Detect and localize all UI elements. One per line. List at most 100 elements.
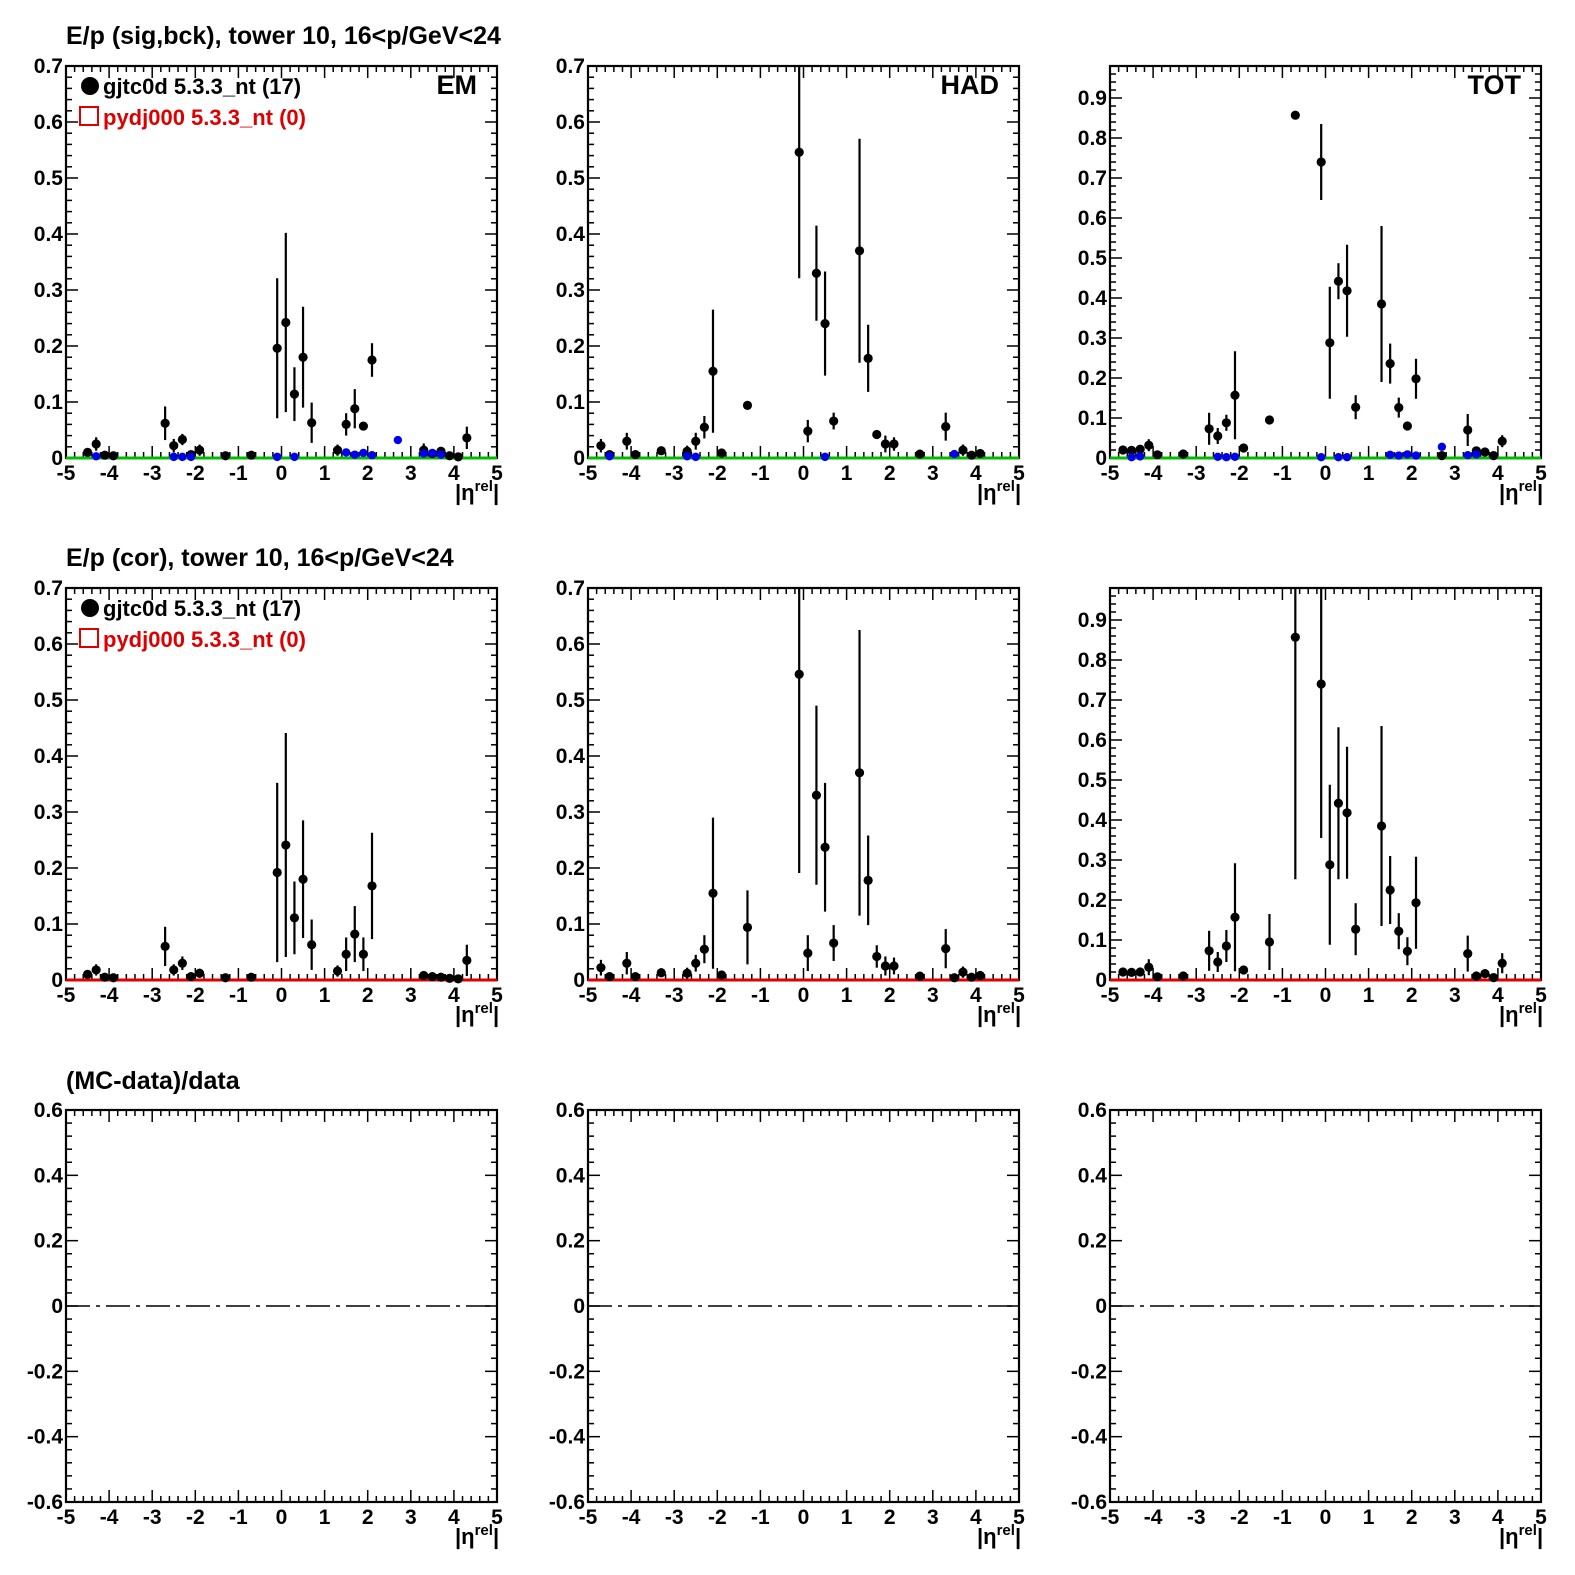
data-point	[975, 448, 985, 459]
data-point	[803, 426, 813, 436]
y-tick-label: 0.1	[1078, 407, 1108, 430]
x-tick-label: -2	[186, 984, 205, 1007]
data-point	[195, 968, 205, 978]
background-point	[820, 452, 830, 462]
data-point	[436, 972, 446, 982]
data-point	[367, 881, 377, 891]
y-tick-label: 0.5	[1078, 247, 1108, 270]
data-point	[863, 353, 873, 363]
x-tick-label: -5	[57, 462, 76, 485]
x-tick-label: -2	[708, 462, 727, 485]
y-tick-label: 0.2	[1078, 889, 1107, 912]
data-point	[1402, 421, 1412, 431]
x-tick-label: 1	[319, 984, 331, 1007]
background-point	[91, 452, 101, 461]
x-tick-label: 0	[798, 462, 810, 485]
data-point	[880, 439, 890, 449]
data-point	[1333, 798, 1344, 808]
chart-panel-r1-c2: -5 -4 -3 -2 -1 0 1 2 3 4 5 0 0.1 0.2 0.3 0.4 0.5 0.6 0.7 |η…	[556, 55, 1025, 505]
x-tick-label: 0	[798, 984, 810, 1007]
y-tick-label: -0.4	[1071, 1426, 1108, 1449]
data-point	[1230, 912, 1240, 922]
background-point	[341, 448, 351, 457]
x-tick-label: 3	[927, 462, 939, 485]
y-tick-label: 0.7	[34, 55, 63, 78]
data-point	[1394, 403, 1404, 413]
x-tick-label: 0	[1320, 984, 1332, 1007]
x-axis-label: |ηrel|	[977, 478, 1021, 505]
y-tick-label: 0.3	[556, 801, 585, 824]
data-point	[419, 970, 429, 981]
x-axis-label: |ηrel|	[1499, 478, 1543, 505]
y-tick-label: 0.2	[34, 335, 63, 358]
data-point	[1376, 299, 1387, 309]
data-point	[246, 450, 256, 460]
x-tick-label: -1	[751, 1506, 770, 1529]
y-tick-label: 0.8	[1078, 127, 1108, 150]
y-tick-label: 0.5	[1078, 769, 1108, 792]
data-point	[1394, 926, 1404, 936]
y-tick-label: 0.3	[34, 801, 63, 824]
x-tick-label: -2	[708, 1506, 727, 1529]
y-tick-label: 0.4	[556, 745, 586, 768]
y-tick-label: 0.4	[34, 745, 64, 768]
background-point	[367, 451, 377, 460]
chart-panel-r3-c2: -5 -4 -3 -2 -1 0 1 2 3 4 5 -0.6 -0.4 -0.2 0 0.2 0.4 0.6 |η…	[549, 1099, 1025, 1549]
data-point	[1497, 436, 1507, 446]
data-point	[1325, 860, 1335, 870]
x-tick-label: 2	[362, 984, 374, 1007]
legend-marker-data	[81, 599, 99, 617]
background-point	[436, 450, 446, 459]
data-point	[177, 958, 187, 968]
data-point	[1497, 958, 1507, 968]
y-tick-label: 0.6	[556, 111, 585, 134]
data-point	[596, 441, 606, 451]
data-point	[220, 973, 231, 983]
x-tick-label: -5	[57, 1506, 76, 1529]
x-tick-label: 3	[927, 1506, 939, 1529]
y-tick-label: 0.2	[556, 857, 585, 880]
x-tick-label: -1	[229, 984, 248, 1007]
y-tick-label: -0.4	[549, 1426, 586, 1449]
data-point	[1126, 445, 1137, 455]
x-tick-label: -4	[622, 984, 641, 1007]
data-point	[1290, 632, 1300, 642]
data-point	[1385, 885, 1395, 895]
x-tick-label: 0	[1320, 462, 1332, 485]
data-point	[1178, 971, 1188, 981]
background-point	[691, 452, 700, 462]
y-tick-label: 0.3	[1078, 849, 1107, 872]
x-tick-label: 3	[405, 984, 417, 1007]
data-point	[289, 389, 300, 399]
data-point	[691, 436, 701, 446]
x-tick-label: -2	[708, 984, 727, 1007]
data-point	[1135, 444, 1145, 454]
row-title-1: E/p (sig,bck), tower 10, 16<p/GeV<24	[66, 22, 501, 50]
data-point	[272, 867, 282, 878]
data-point	[975, 970, 985, 981]
x-tick-label: -2	[1230, 984, 1249, 1007]
y-tick-label: 0	[51, 1295, 63, 1318]
y-tick-label: 0.3	[1078, 327, 1107, 350]
data-point	[1204, 946, 1214, 956]
data-point	[854, 768, 865, 778]
x-tick-label: -3	[665, 984, 684, 1007]
data-point	[829, 416, 839, 426]
data-point	[289, 913, 300, 923]
data-point	[1385, 359, 1395, 369]
y-tick-label: 0.7	[34, 577, 63, 600]
data-point	[1118, 967, 1128, 977]
data-point	[82, 447, 93, 457]
data-point	[1480, 969, 1490, 979]
data-point	[889, 439, 899, 449]
data-point	[596, 963, 606, 973]
data-point	[1402, 946, 1412, 956]
x-tick-label: -1	[1273, 984, 1292, 1007]
background-point	[950, 449, 959, 459]
data-point	[699, 422, 709, 432]
x-tick-label: 5	[1013, 984, 1025, 1007]
row-title-2: E/p (cor), tower 10, 16<p/GeV<24	[66, 544, 454, 572]
y-tick-label: 0.4	[556, 223, 586, 246]
data-point	[298, 874, 308, 884]
y-tick-label: 0.2	[34, 857, 63, 880]
